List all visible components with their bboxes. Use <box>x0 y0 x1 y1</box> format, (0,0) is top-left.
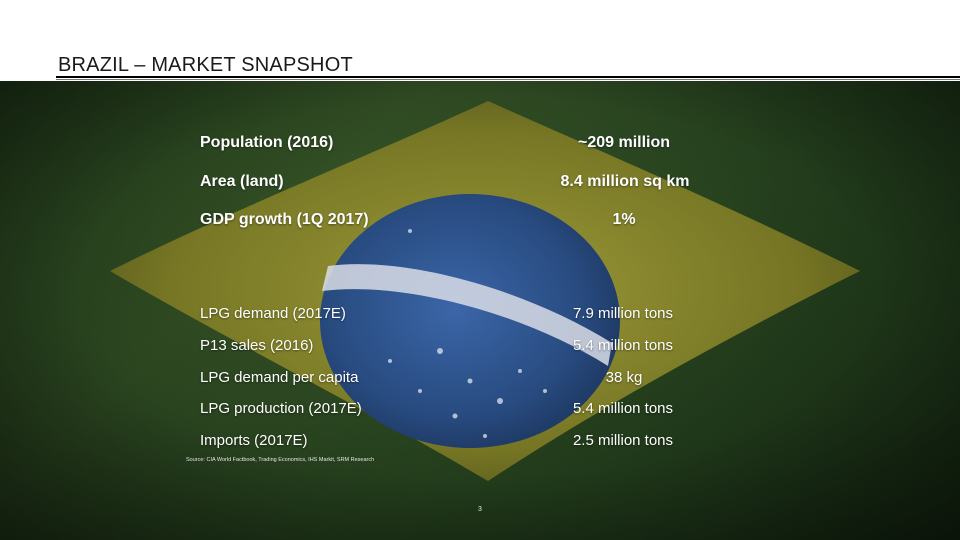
title-rule <box>56 76 960 78</box>
stat-value: ~209 million <box>577 134 671 151</box>
stat-value: 5.4 million tons <box>572 400 674 417</box>
stat-value: 1% <box>612 211 636 228</box>
source-note: Source: CIA World Factbook, Trading Econ… <box>186 457 375 463</box>
stat-label: LPG demand (2017E) <box>200 305 346 322</box>
stat-label: P13 sales (2016) <box>200 337 314 354</box>
stat-row: P13 sales (2016) 5.4 million tons <box>200 337 800 357</box>
brazil-flag-background <box>0 81 960 540</box>
stat-label: LPG demand per capita <box>200 369 359 386</box>
stat-row: Population (2016) ~209 million <box>200 134 800 154</box>
stat-label: Imports (2017E) <box>200 432 308 449</box>
stat-value: 38 kg <box>605 369 643 386</box>
stat-row: Area (land) 8.4 million sq km <box>200 173 800 193</box>
stat-label: GDP growth (1Q 2017) <box>200 211 369 228</box>
page-number: 3 <box>478 506 482 513</box>
title-bar: BRAZIL – MARKET SNAPSHOT <box>0 0 960 80</box>
stat-row: LPG demand per capita 38 kg <box>200 369 800 389</box>
stat-value: 7.9 million tons <box>572 305 674 322</box>
slide-title: BRAZIL – MARKET SNAPSHOT <box>58 54 353 76</box>
stat-row: LPG production (2017E) 5.4 million tons <box>200 400 800 420</box>
stat-label: Population (2016) <box>200 134 334 151</box>
brazil-flag-image <box>0 81 960 540</box>
stat-row: GDP growth (1Q 2017) 1% <box>200 211 800 231</box>
title-rule-thin <box>56 79 960 80</box>
stat-label: Area (land) <box>200 173 284 190</box>
stat-value: 2.5 million tons <box>572 432 674 449</box>
stat-label: LPG production (2017E) <box>200 400 362 417</box>
stat-value: 8.4 million sq km <box>560 173 690 190</box>
stat-value: 5.4 million tons <box>572 337 674 354</box>
stat-row: LPG demand (2017E) 7.9 million tons <box>200 305 800 325</box>
stat-row: Imports (2017E) 2.5 million tons <box>200 432 800 452</box>
